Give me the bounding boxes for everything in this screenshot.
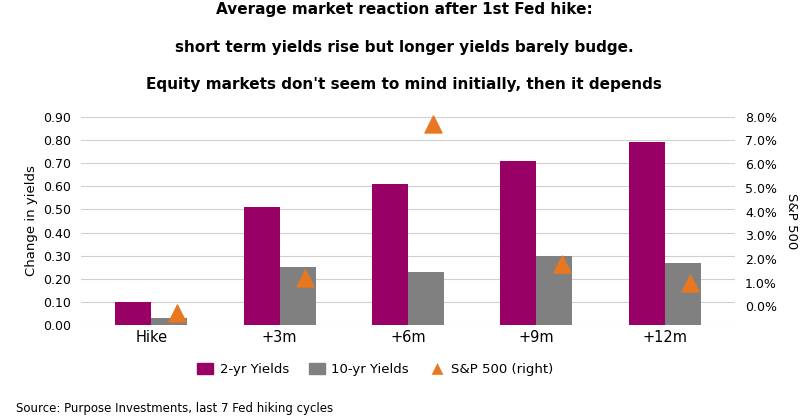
Bar — [280, 267, 316, 325]
Text: Source: Purpose Investments, last 7 Fed hiking cycles: Source: Purpose Investments, last 7 Fed … — [16, 402, 333, 415]
S&P 500 (right) — [170, 310, 183, 317]
Bar — [151, 318, 187, 325]
Y-axis label: Change in yields: Change in yields — [24, 166, 37, 276]
Bar — [665, 263, 701, 325]
S&P 500 (right) — [427, 121, 440, 127]
Text: Average market reaction after 1st Fed hike:: Average market reaction after 1st Fed hi… — [216, 2, 592, 17]
Y-axis label: S&P 500: S&P 500 — [785, 193, 797, 249]
S&P 500 (right) — [298, 274, 311, 281]
Bar — [537, 256, 572, 325]
Legend: 2-yr Yields, 10-yr Yields, S&P 500 (right): 2-yr Yields, 10-yr Yields, S&P 500 (righ… — [192, 357, 558, 381]
S&P 500 (right) — [555, 260, 568, 267]
Bar — [629, 142, 665, 325]
Text: Equity markets don't seem to mind initially, then it depends: Equity markets don't seem to mind initia… — [146, 77, 662, 92]
Bar — [244, 207, 280, 325]
Bar — [408, 272, 444, 325]
Text: short term yields rise but longer yields barely budge.: short term yields rise but longer yields… — [175, 40, 633, 55]
S&P 500 (right) — [684, 279, 696, 286]
Bar — [372, 184, 408, 325]
Bar — [116, 302, 151, 325]
Bar — [500, 161, 537, 325]
